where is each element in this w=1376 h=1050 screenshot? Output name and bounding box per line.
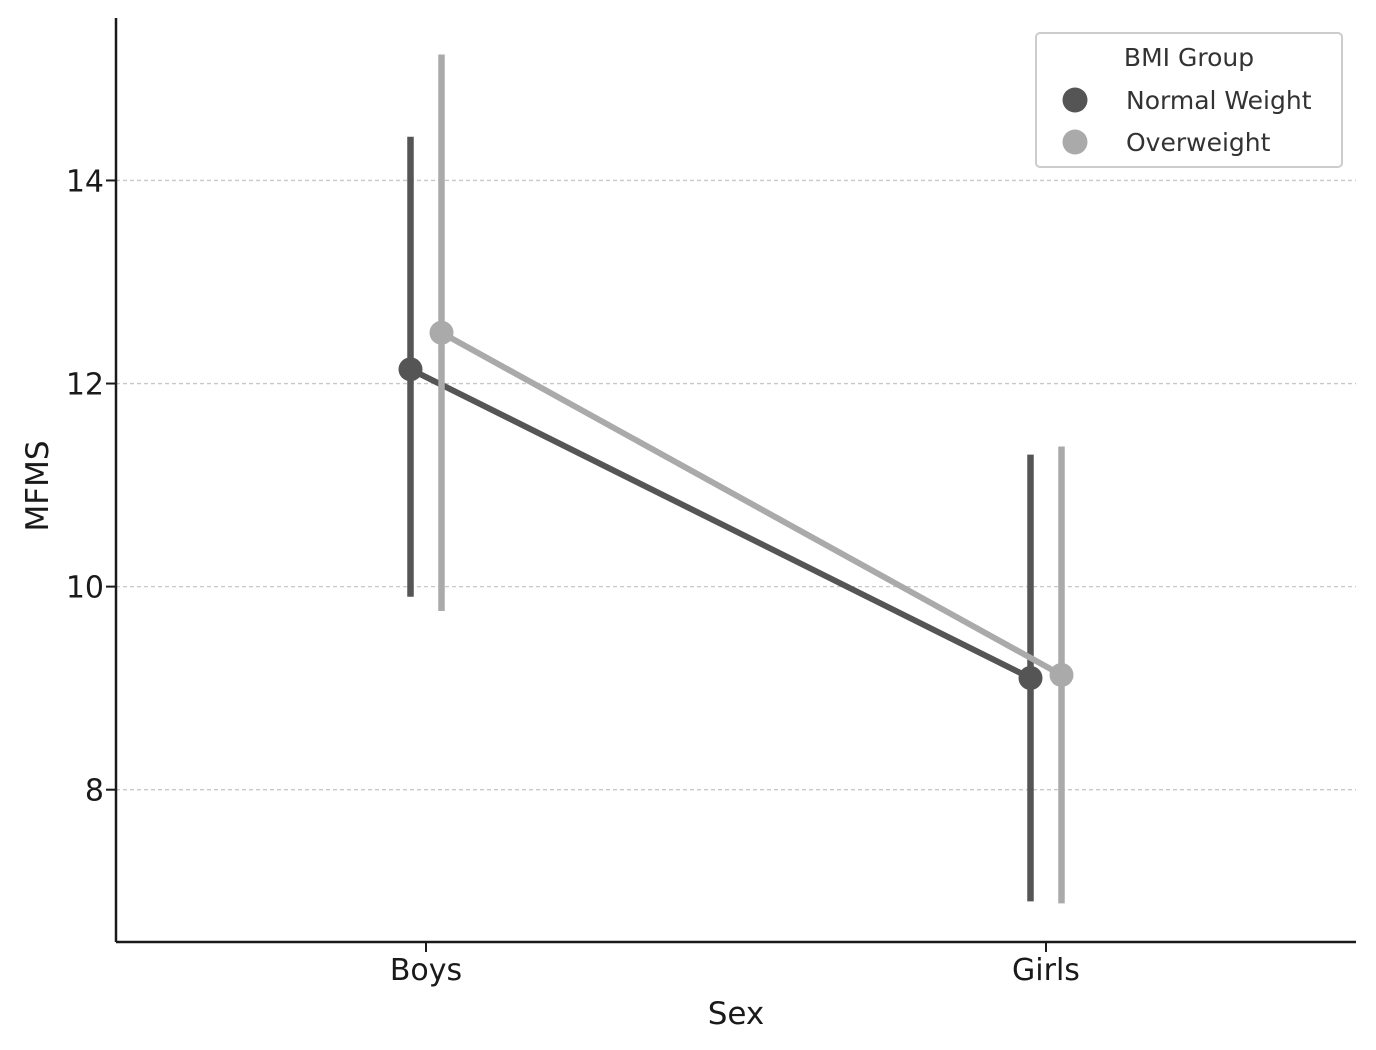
axes [114, 18, 1356, 944]
legend-label: Normal Weight [1126, 86, 1312, 115]
series-line [438, 329, 1065, 678]
tick-layer: 8 10 12 14 Boys Girls [66, 164, 1080, 988]
series-normal-weight [398, 136, 1043, 902]
legend-item: Overweight [1062, 128, 1271, 157]
series-line [407, 366, 1034, 681]
series-layer [398, 54, 1074, 904]
x-axis-label: Sex [708, 996, 765, 1032]
legend-marker [1062, 129, 1088, 155]
y-tick-label: 14 [66, 164, 104, 199]
y-axis-label: MFMS [20, 440, 56, 531]
data-point [398, 357, 423, 382]
y-tick-label: 12 [66, 368, 104, 403]
legend-item: Normal Weight [1062, 86, 1312, 115]
legend-title: BMI Group [1124, 43, 1254, 72]
legend: BMI Group Normal Weight Overweight [1035, 32, 1343, 168]
data-point [429, 320, 454, 345]
legend-marker [1062, 87, 1088, 113]
x-tick-label: Boys [390, 953, 462, 988]
data-point [1018, 666, 1043, 690]
legend-frame [1035, 32, 1343, 168]
legend-items: Normal Weight Overweight [1062, 86, 1312, 157]
x-tick-label: Girls [1012, 953, 1080, 988]
y-tick-label: 10 [66, 571, 104, 606]
y-tick-label: 8 [85, 774, 104, 809]
grid-lines [116, 179, 1356, 791]
data-point [1049, 662, 1074, 687]
legend-label: Overweight [1126, 128, 1271, 157]
series-overweight [429, 54, 1074, 904]
